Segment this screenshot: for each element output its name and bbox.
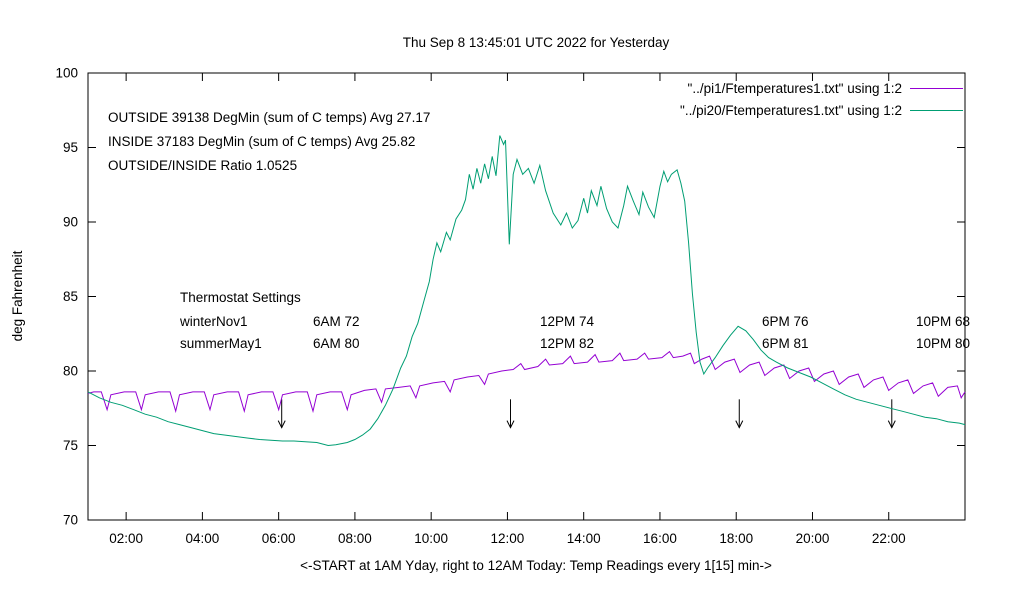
thermostat-arrow-head xyxy=(887,420,896,429)
thermostat-winter-name: winterNov1 xyxy=(179,314,248,329)
x-tick-label: 06:00 xyxy=(262,531,296,546)
annotation-ratio: OUTSIDE/INSIDE Ratio 1.0525 xyxy=(108,158,297,173)
x-tick-label: 10:00 xyxy=(414,531,448,546)
x-tick-label: 20:00 xyxy=(796,531,830,546)
x-tick-label: 12:00 xyxy=(491,531,525,546)
y-tick-label: 90 xyxy=(63,215,78,230)
y-tick-label: 75 xyxy=(63,438,78,453)
x-tick-label: 18:00 xyxy=(719,531,753,546)
x-tick-label: 08:00 xyxy=(338,531,372,546)
y-tick-label: 80 xyxy=(63,364,78,379)
thermostat-settings-title: Thermostat Settings xyxy=(180,290,301,305)
thermostat-winter-6pm: 6PM 76 xyxy=(762,314,809,329)
annotation-outside-degmin: OUTSIDE 39138 DegMin (sum of C temps) Av… xyxy=(108,110,430,125)
x-tick-label: 04:00 xyxy=(185,531,219,546)
thermostat-summer-name: summerMay1 xyxy=(180,336,262,351)
thermostat-summer-6pm: 6PM 81 xyxy=(762,336,809,351)
y-tick-label: 85 xyxy=(63,289,78,304)
thermostat-winter-12pm: 12PM 74 xyxy=(540,314,595,329)
chart-title: Thu Sep 8 13:45:01 UTC 2022 for Yesterda… xyxy=(403,35,670,50)
annotation-inside-degmin: INSIDE 37183 DegMin (sum of C temps) Avg… xyxy=(108,134,415,149)
legend-label-pi1: "../pi1/Ftemperatures1.txt" using 1:2 xyxy=(688,81,902,96)
thermostat-summer-10pm: 10PM 80 xyxy=(916,336,970,351)
series-line-1 xyxy=(87,135,966,447)
y-tick-label: 95 xyxy=(63,140,78,155)
thermostat-arrow-head xyxy=(506,420,515,429)
thermostat-arrow-head xyxy=(277,420,286,429)
thermostat-winter-10pm: 10PM 68 xyxy=(916,314,970,329)
legend-label-pi20: "../pi20/Ftemperatures1.txt" using 1:2 xyxy=(680,103,902,118)
y-axis-label: deg Fahrenheit xyxy=(10,250,25,341)
thermostat-summer-6am: 6AM 80 xyxy=(313,336,360,351)
x-tick-label: 02:00 xyxy=(109,531,143,546)
thermostat-arrow-head xyxy=(735,420,744,429)
y-tick-label: 100 xyxy=(55,66,78,81)
x-tick-label: 16:00 xyxy=(643,531,677,546)
series-line-0 xyxy=(87,350,966,414)
thermostat-winter-6am: 6AM 72 xyxy=(313,314,360,329)
x-axis-label: <-START at 1AM Yday, right to 12AM Today… xyxy=(300,558,772,573)
thermostat-summer-12pm: 12PM 82 xyxy=(540,336,594,351)
y-tick-label: 70 xyxy=(63,513,78,528)
plot-generated-layer: 70 75 80 85 90 95 100 02:00 04:00 06:00 08:00 10:00… xyxy=(55,66,966,546)
x-tick-label: 14:00 xyxy=(567,531,601,546)
x-tick-label: 22:00 xyxy=(872,531,906,546)
